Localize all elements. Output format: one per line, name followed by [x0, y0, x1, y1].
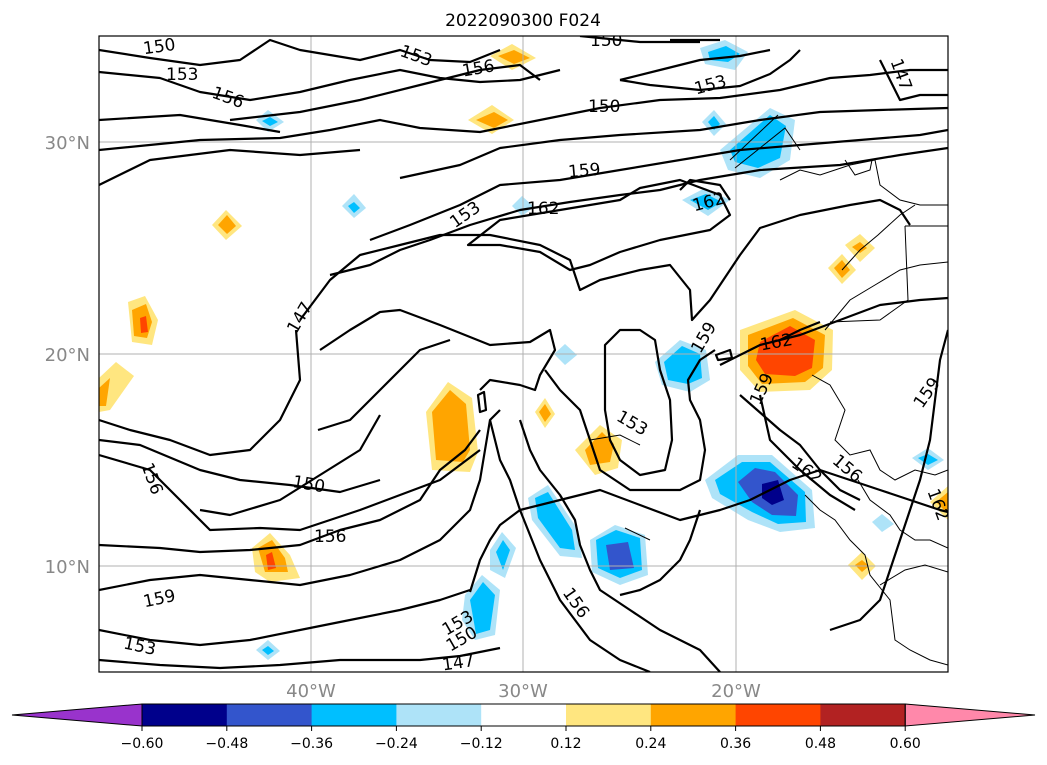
- contour-label: 150: [588, 97, 620, 117]
- latitude-axis: 30°N 20°N 10°N: [45, 133, 90, 578]
- coastlines: [589, 114, 948, 666]
- colorbar-tick-label: −0.12: [460, 736, 503, 752]
- colorbar-ticks: −0.60 −0.48 −0.36 −0.24 −0.12 0.12 0.24 0.36 0.4…: [121, 726, 921, 752]
- contour-label: 150: [142, 35, 177, 59]
- warm-anomaly-misc: [99, 44, 948, 580]
- colorbar-cell: [566, 704, 652, 726]
- colorbar-cells: [11, 703, 1036, 727]
- contour-label: 147: [441, 651, 476, 675]
- colorbar-tick-label: −0.24: [375, 736, 418, 752]
- colorbar: −0.60 −0.48 −0.36 −0.24 −0.12 0.12 0.24 0.36 0.4…: [11, 703, 1036, 752]
- colorbar-cell: [226, 704, 313, 726]
- contour-label: 153: [166, 65, 198, 85]
- lon-label-20w: 20°W: [711, 681, 761, 702]
- lon-label-40w: 40°W: [286, 681, 336, 702]
- colorbar-extend-high: [904, 703, 1036, 727]
- lat-label-10n: 10°N: [45, 557, 90, 578]
- lon-label-30w: 30°W: [498, 681, 548, 702]
- colorbar-tick-label: 0.12: [550, 736, 581, 752]
- lat-label-20n: 20°N: [45, 345, 90, 366]
- longitude-axis: 40°W 30°W 20°W: [286, 681, 761, 702]
- colorbar-tick-label: −0.60: [121, 736, 164, 752]
- contour-label: 150: [590, 31, 622, 51]
- colorbar-cell: [311, 704, 397, 726]
- colorbar-tick-label: 0.36: [720, 736, 751, 752]
- colorbar-cell: [396, 704, 482, 726]
- contour-label: 162: [527, 199, 559, 219]
- colorbar-tick-label: 0.24: [635, 736, 666, 752]
- geopotential-contours: [99, 36, 948, 672]
- contour-label: 159: [567, 160, 601, 183]
- colorbar-tick-label: −0.36: [290, 736, 333, 752]
- colorbar-cell: [481, 704, 567, 726]
- colorbar-cell: [820, 704, 906, 726]
- colorbar-tick-label: 0.48: [805, 736, 836, 752]
- colorbar-cell: [735, 704, 821, 726]
- lat-label-30n: 30°N: [45, 133, 90, 154]
- colorbar-cell: [650, 704, 737, 726]
- cool-anomaly-south: [462, 485, 648, 640]
- map-panel: 150 153 156 153 156 150 153 147 150 159 …: [98, 31, 949, 675]
- colorbar-tick-label: 0.60: [890, 736, 921, 752]
- colorbar-outline: [141, 703, 906, 727]
- figure-title: 2022090300 F024: [445, 11, 601, 31]
- cool-anomaly-east: [705, 455, 815, 532]
- gridlines: [99, 36, 948, 672]
- contour-label: 156: [314, 527, 346, 547]
- colorbar-tick-label: −0.48: [205, 736, 248, 752]
- colorbar-extend-low: [11, 703, 143, 727]
- colorbar-cell: [142, 704, 228, 726]
- map-frame: [98, 35, 949, 673]
- shaded-anomalies: [99, 40, 948, 660]
